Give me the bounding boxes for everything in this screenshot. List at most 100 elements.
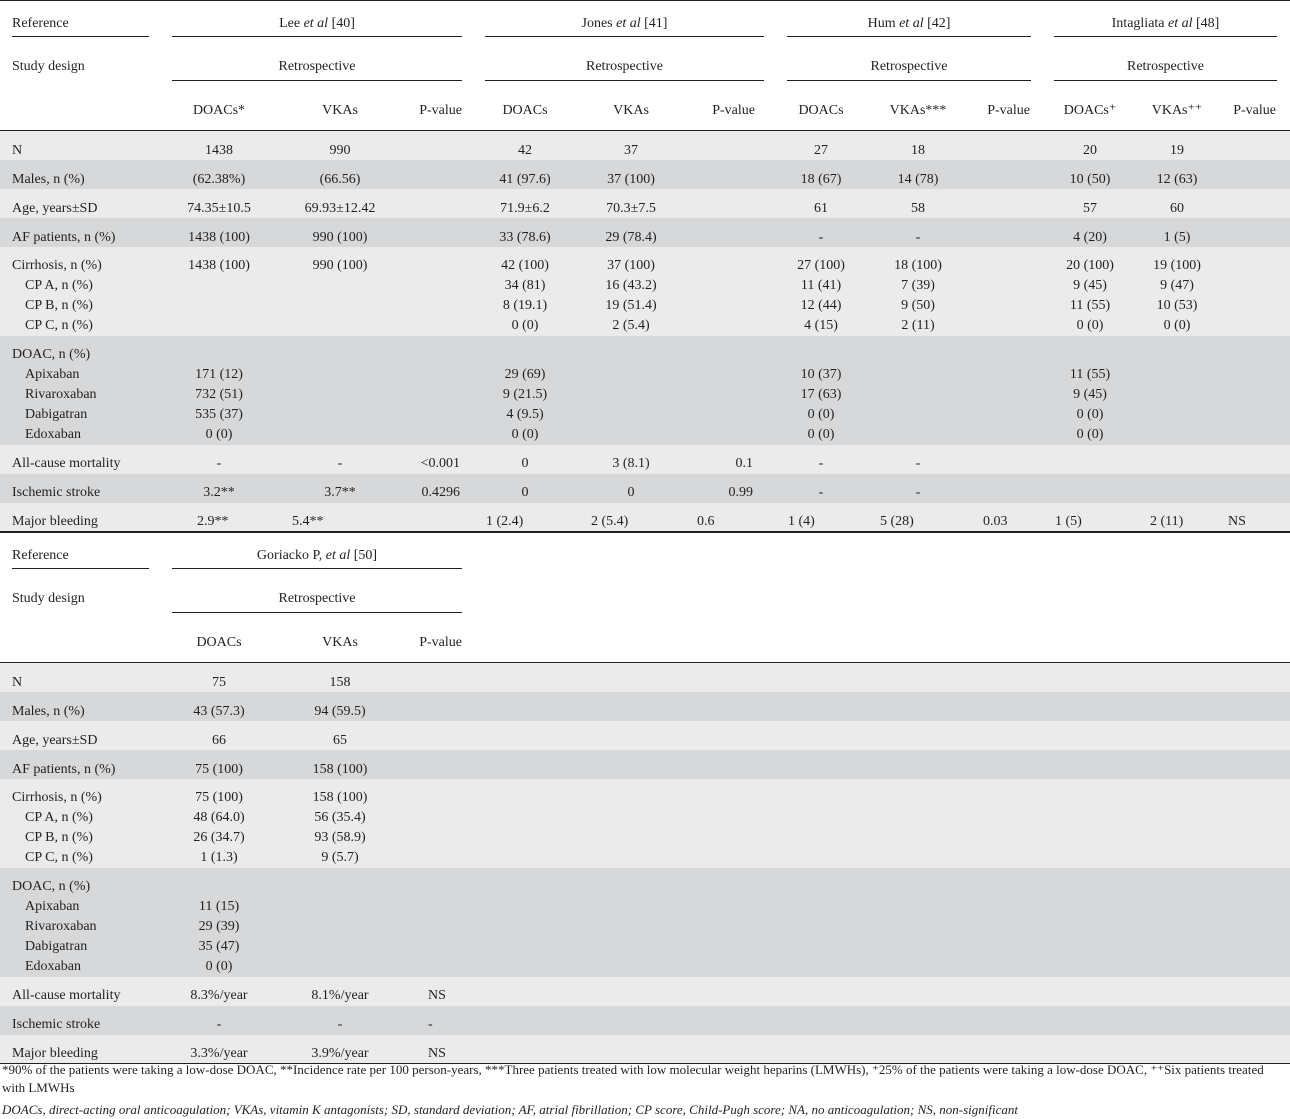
cell-af: 75 (100): [195, 762, 243, 777]
cell-bleed: 5 (28): [880, 514, 914, 529]
cell-af: 1438 (100): [188, 230, 250, 245]
study-reference: Intagliata et al [48]: [1112, 16, 1220, 32]
cell-cpc: 2 (5.4): [612, 318, 650, 333]
cell-cpa: 48 (64.0): [193, 810, 245, 825]
column-header: DOACs*: [192, 103, 246, 118]
cell-cpa: 56 (35.4): [314, 810, 366, 825]
cell-mort: 8.3%/year: [190, 988, 248, 1003]
row-label-af: AF patients, n (%): [12, 762, 116, 777]
cell-cirrhosis: 37 (100): [607, 258, 655, 273]
row-label-cpc: CP C, n (%): [25, 318, 93, 333]
cell-dabi: 0 (0): [807, 407, 835, 422]
cell-bleed: 3.9%/year: [311, 1046, 369, 1061]
cell-cirrhosis: 20 (100): [1066, 258, 1114, 273]
cell-edox: 0 (0): [807, 427, 835, 442]
footnote-abbreviations-1: *90% of the patients were taking a low-d…: [2, 1062, 1264, 1095]
cell-edox: 0 (0): [511, 427, 539, 442]
cell-bleed: 3.3%/year: [190, 1046, 248, 1061]
row-label-apix: Apixaban: [25, 367, 80, 382]
cell-males: 94 (59.5): [314, 704, 366, 719]
cell-cpc: 0 (0): [511, 318, 539, 333]
cell-dabi: 4 (9.5): [506, 407, 544, 422]
cell-cpb: 19 (51.4): [605, 298, 657, 313]
design-underline: [1054, 80, 1277, 81]
row-label-bleed: Major bleeding: [12, 1046, 98, 1061]
reference-underline: [172, 568, 462, 569]
row-label-cpa: CP A, n (%): [25, 810, 93, 825]
cell-apix: 29 (69): [504, 367, 546, 382]
study-citation: [41]: [640, 16, 668, 31]
row-label-riva: Rivaroxaban: [25, 387, 97, 402]
cell-cpa: 7 (39): [901, 278, 935, 293]
row-band: [0, 750, 1290, 779]
cell-cpb: 26 (34.7): [193, 830, 245, 845]
cell-stroke: -: [428, 1017, 433, 1032]
cell-mort: 8.1%/year: [311, 988, 369, 1003]
row-label-males: Males, n (%): [12, 704, 85, 719]
cell-cpc: 4 (15): [804, 318, 838, 333]
row-band: [0, 189, 1290, 218]
cell-cpb: 8 (19.1): [502, 298, 548, 313]
cell-n: 42: [518, 143, 532, 158]
column-header: DOACs: [798, 103, 844, 118]
row-label-dabi: Dabigatran: [25, 407, 88, 422]
row-band: [0, 868, 1290, 977]
table-top-rule: [0, 0, 1290, 1]
cell-bleed: NS: [1228, 514, 1246, 529]
row-band: [0, 692, 1290, 721]
row-label-apix: Apixaban: [25, 899, 80, 914]
cell-riva: 29 (39): [198, 919, 240, 934]
reference-label: Reference: [12, 548, 69, 563]
column-header: VKAs***: [889, 103, 947, 118]
cell-n: 18: [911, 143, 925, 158]
reference-underline: [172, 36, 462, 37]
cell-cpb: 93 (58.9): [314, 830, 366, 845]
cell-af: 4 (20): [1073, 230, 1107, 245]
row-label-edox: Edoxaban: [25, 427, 81, 442]
cell-males: 10 (50): [1069, 172, 1111, 187]
cell-mort: NS: [428, 988, 446, 1003]
cell-mort: -: [216, 456, 222, 471]
cell-riva: 9 (21.5): [502, 387, 548, 402]
cell-bleed: 0.6: [697, 514, 715, 529]
study-etal: et al: [1168, 16, 1193, 31]
row-label-cpb: CP B, n (%): [25, 298, 93, 313]
study-etal: et al: [899, 16, 924, 31]
column-header: DOACs⁺: [1063, 103, 1117, 118]
cell-stroke: -: [216, 1017, 222, 1032]
row-label-cirrhosis: Cirrhosis, n (%): [12, 790, 102, 805]
cell-cpa: 34 (81): [504, 278, 546, 293]
row-label-af: AF patients, n (%): [12, 230, 116, 245]
cell-mort: -: [915, 456, 921, 471]
cell-age: 70.3±7.5: [606, 201, 656, 216]
column-header: P-value: [419, 103, 462, 118]
row-label-doac: DOAC, n (%): [12, 879, 91, 894]
row-label-riva: Rivaroxaban: [25, 919, 97, 934]
design-underline: [787, 80, 1031, 81]
cell-dabi: 0 (0): [1076, 407, 1104, 422]
design-underline: [172, 612, 462, 613]
cell-stroke: -: [915, 485, 921, 500]
row-band: [0, 247, 1290, 336]
reference-label: Reference: [12, 16, 69, 31]
study-design-label: Study design: [12, 591, 85, 606]
cell-cirrhosis: 1438 (100): [188, 258, 250, 273]
row-band: [0, 779, 1290, 868]
cell-cpa: 16 (43.2): [605, 278, 657, 293]
study-author: Lee: [279, 16, 304, 31]
cell-cirrhosis: 158 (100): [312, 790, 368, 805]
cell-bleed: NS: [428, 1046, 446, 1061]
cell-cirrhosis: 75 (100): [195, 790, 243, 805]
row-label-stroke: Ischemic stroke: [12, 485, 101, 500]
reference-underline: [12, 568, 149, 569]
row-label-cpa: CP A, n (%): [25, 278, 93, 293]
cell-males: 18 (67): [800, 172, 842, 187]
row-band: [0, 503, 1290, 531]
cell-age: 58: [911, 201, 925, 216]
cell-af: -: [915, 230, 921, 245]
row-band: [0, 131, 1290, 160]
study-etal: et al: [616, 16, 641, 31]
cell-apix: 171 (12): [195, 367, 243, 382]
study-author: Hum: [867, 16, 900, 31]
study-design-value: Retrospective: [278, 59, 356, 74]
